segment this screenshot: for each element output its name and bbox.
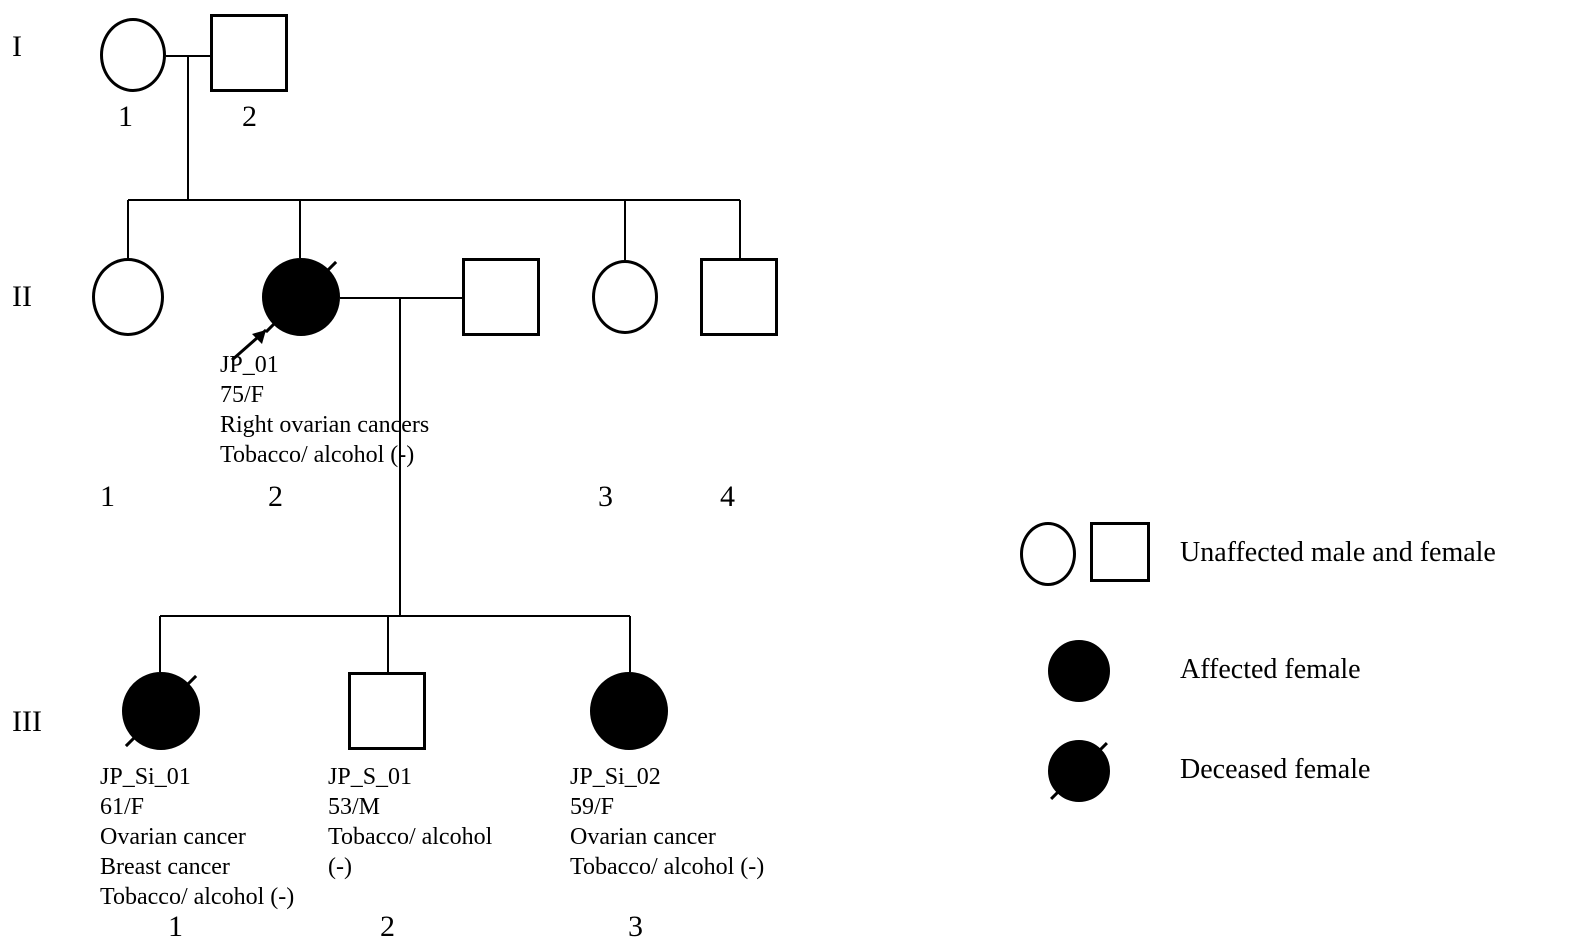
legend-label: Deceased female xyxy=(1180,754,1370,786)
legend-label: Unaffected male and female xyxy=(1180,537,1496,569)
individual-number: 2 xyxy=(268,480,283,514)
generation-label: I xyxy=(12,30,22,64)
legend-label: Affected female xyxy=(1180,654,1361,686)
female-symbol xyxy=(262,258,340,336)
individual-number: 3 xyxy=(598,480,613,514)
individual-info: JP_01 75/F Right ovarian cancers Tobacco… xyxy=(220,350,429,470)
individual-number: 2 xyxy=(380,910,395,944)
female-symbol xyxy=(592,260,658,334)
male-symbol xyxy=(210,14,288,92)
individual-number: 1 xyxy=(118,100,133,134)
female-symbol xyxy=(1048,740,1110,802)
female-symbol xyxy=(1020,522,1076,586)
individual-number: 1 xyxy=(100,480,115,514)
pedigree-diagram: 121234123IIIIIIJP_01 75/F Right ovarian … xyxy=(0,0,1584,942)
individual-number: 2 xyxy=(242,100,257,134)
male-symbol xyxy=(348,672,426,750)
individual-info: JP_Si_02 59/F Ovarian cancer Tobacco/ al… xyxy=(570,762,764,882)
female-symbol xyxy=(1048,640,1110,702)
male-symbol xyxy=(700,258,778,336)
individual-number: 1 xyxy=(168,910,183,944)
generation-label: III xyxy=(12,705,42,739)
generation-label: II xyxy=(12,280,32,314)
male-symbol xyxy=(462,258,540,336)
individual-info: JP_S_01 53/M Tobacco/ alcohol (-) xyxy=(328,762,492,882)
proband-arrow-head xyxy=(252,330,266,344)
female-symbol xyxy=(92,258,164,336)
female-symbol xyxy=(590,672,668,750)
female-symbol xyxy=(122,672,200,750)
individual-info: JP_Si_01 61/F Ovarian cancer Breast canc… xyxy=(100,762,294,912)
male-symbol xyxy=(1090,522,1150,582)
individual-number: 3 xyxy=(628,910,643,944)
female-symbol xyxy=(100,18,166,92)
individual-number: 4 xyxy=(720,480,735,514)
